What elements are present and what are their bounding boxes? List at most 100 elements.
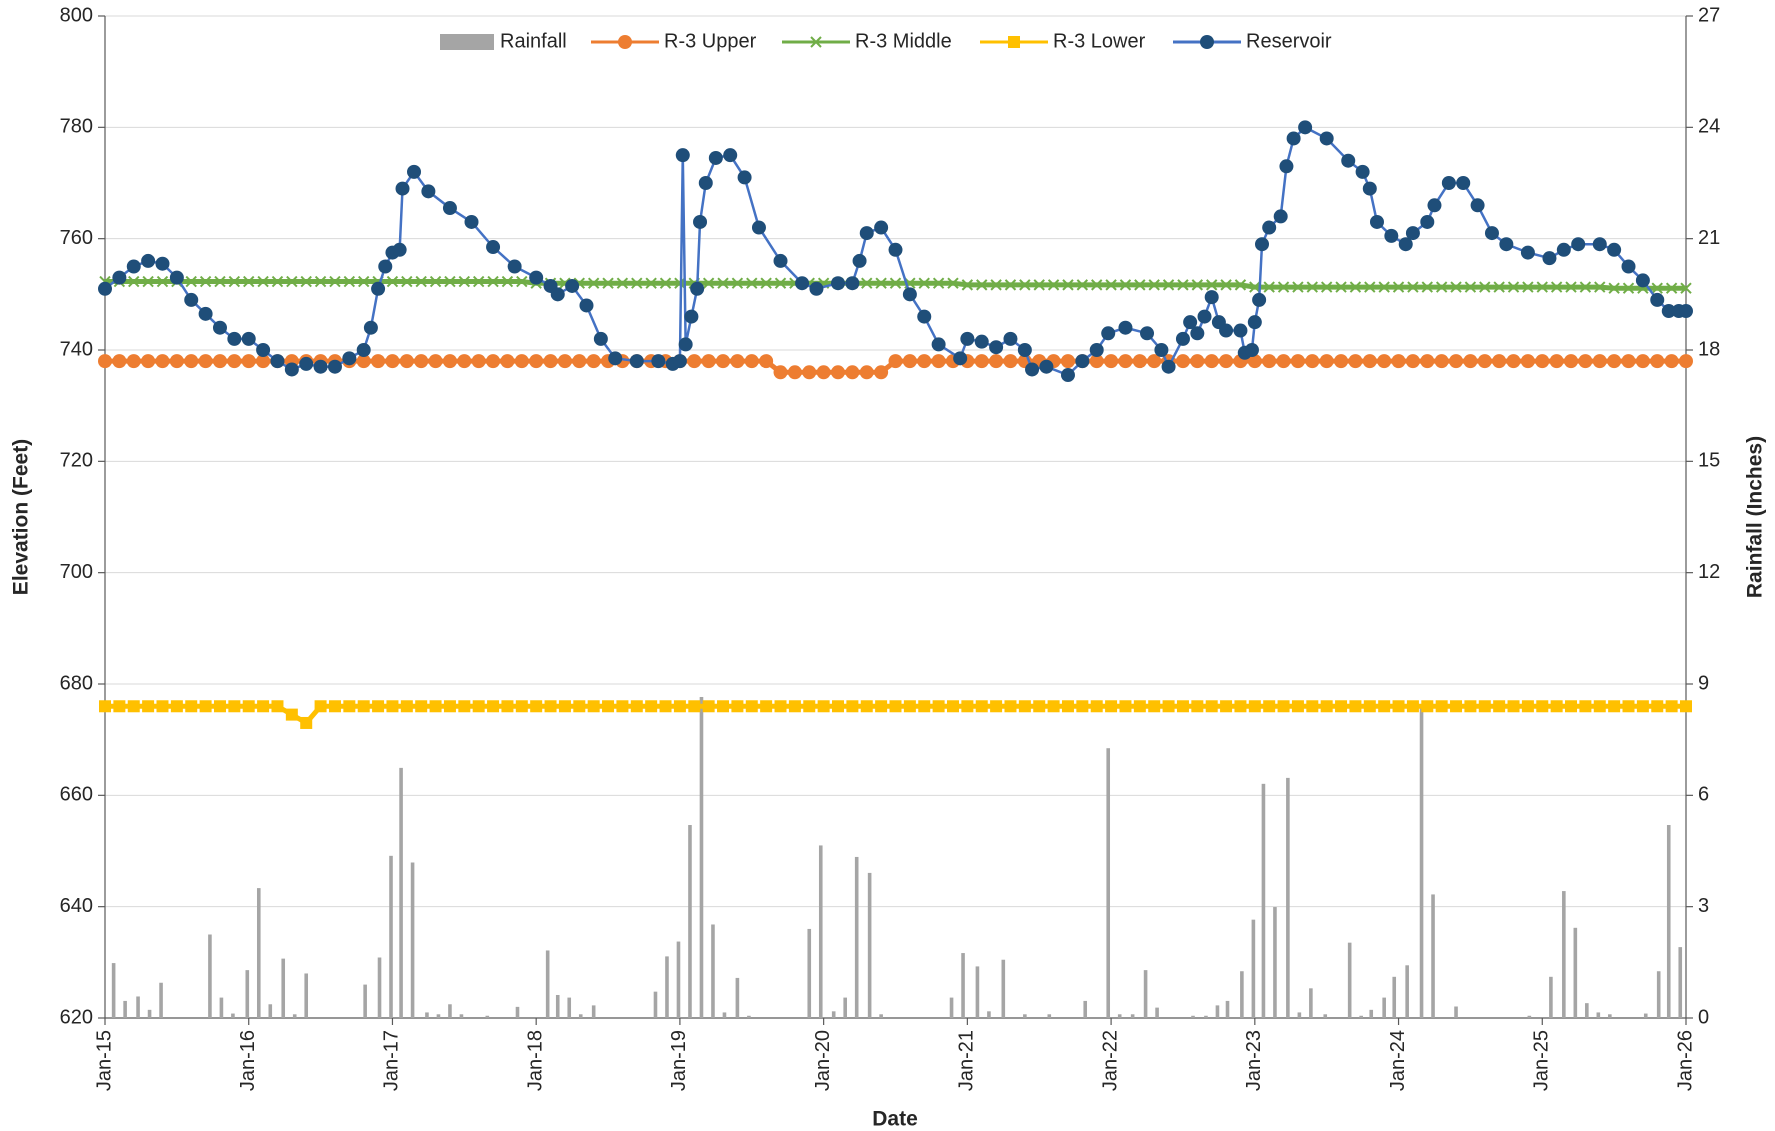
marker: [1441, 176, 1456, 190]
rain-bar: [747, 1015, 751, 1018]
marker: [126, 354, 141, 369]
marker: [1680, 700, 1692, 713]
marker: [1377, 354, 1392, 369]
marker: [708, 150, 723, 165]
rain-bar: [1261, 783, 1266, 1018]
marker: [464, 214, 479, 229]
marker: [1607, 242, 1622, 257]
marker: [1664, 354, 1679, 369]
marker: [902, 287, 917, 302]
rain-bar: [1309, 988, 1313, 1018]
marker: [1635, 273, 1650, 288]
marker: [1564, 354, 1579, 369]
marker: [701, 354, 716, 369]
x-tick-label: Jan-22: [1099, 1030, 1121, 1091]
rain-bar: [123, 1000, 127, 1018]
marker: [1319, 131, 1334, 146]
marker: [1521, 700, 1534, 713]
marker: [1277, 700, 1290, 713]
marker: [702, 277, 715, 289]
y2-tick-label: 18: [1698, 338, 1720, 360]
marker: [529, 270, 544, 285]
x-tick-label: Jan-16: [237, 1030, 259, 1091]
marker: [199, 700, 212, 713]
rain-bar: [867, 872, 872, 1018]
marker: [1219, 323, 1234, 338]
marker: [378, 259, 393, 274]
marker: [1076, 700, 1089, 713]
marker: [1492, 354, 1507, 369]
marker: [698, 176, 713, 190]
marker: [442, 354, 457, 369]
marker: [651, 354, 666, 369]
marker: [989, 340, 1004, 355]
marker: [415, 700, 428, 713]
marker: [1298, 120, 1313, 135]
rain-bar: [256, 888, 261, 1018]
marker: [299, 356, 314, 371]
marker: [1355, 164, 1370, 179]
marker: [169, 354, 184, 369]
marker: [1147, 354, 1162, 369]
marker: [672, 354, 687, 369]
x-tick-label: Jan-25: [1531, 1030, 1553, 1091]
rain-bar: [363, 984, 367, 1018]
marker: [1090, 700, 1103, 713]
marker: [1622, 282, 1635, 294]
marker: [1039, 359, 1054, 374]
marker: [257, 275, 269, 288]
marker: [1421, 700, 1434, 713]
x-tick-label: Jan-19: [668, 1030, 690, 1091]
marker: [256, 343, 271, 357]
marker: [98, 281, 112, 296]
marker: [399, 354, 414, 369]
marker: [990, 279, 1002, 291]
marker: [1118, 354, 1133, 369]
marker: [1507, 281, 1520, 293]
rain-bar: [1359, 1015, 1363, 1018]
marker: [1364, 281, 1376, 293]
rain-bar: [448, 1004, 452, 1018]
marker: [1435, 700, 1448, 713]
marker: [565, 278, 580, 293]
marker: [687, 354, 702, 369]
marker: [947, 277, 959, 289]
legend-marker: [618, 35, 632, 49]
marker: [1341, 153, 1356, 168]
marker: [1405, 354, 1420, 369]
rain-bar: [459, 1014, 464, 1018]
marker: [1535, 354, 1550, 369]
marker: [1484, 226, 1499, 241]
y-tick-label: 780: [60, 116, 93, 138]
marker: [243, 275, 255, 288]
marker: [1060, 354, 1075, 369]
rain-bar: [688, 825, 692, 1018]
marker: [1291, 700, 1304, 713]
y2-tick-label: 21: [1698, 227, 1720, 249]
marker: [228, 700, 241, 713]
marker: [1262, 220, 1277, 235]
marker: [1220, 700, 1233, 713]
y2-tick-label: 15: [1698, 450, 1720, 472]
rain-bar: [854, 856, 859, 1018]
x-tick-label: Jan-26: [1674, 1030, 1696, 1091]
marker: [271, 700, 284, 713]
marker: [787, 365, 802, 380]
marker: [1499, 237, 1514, 252]
y2-tick-label: 12: [1698, 561, 1720, 583]
marker: [587, 277, 600, 289]
marker: [1132, 354, 1147, 369]
marker: [486, 354, 501, 369]
marker: [400, 700, 413, 713]
marker: [1522, 281, 1534, 293]
marker: [227, 354, 242, 369]
marker: [1579, 700, 1592, 713]
marker: [917, 354, 932, 369]
rain-bar: [1382, 997, 1386, 1018]
rain-bar: [699, 696, 704, 1018]
marker: [1033, 279, 1045, 291]
marker: [1636, 700, 1649, 713]
marker: [1263, 281, 1275, 293]
marker: [155, 256, 170, 271]
marker: [314, 275, 327, 288]
